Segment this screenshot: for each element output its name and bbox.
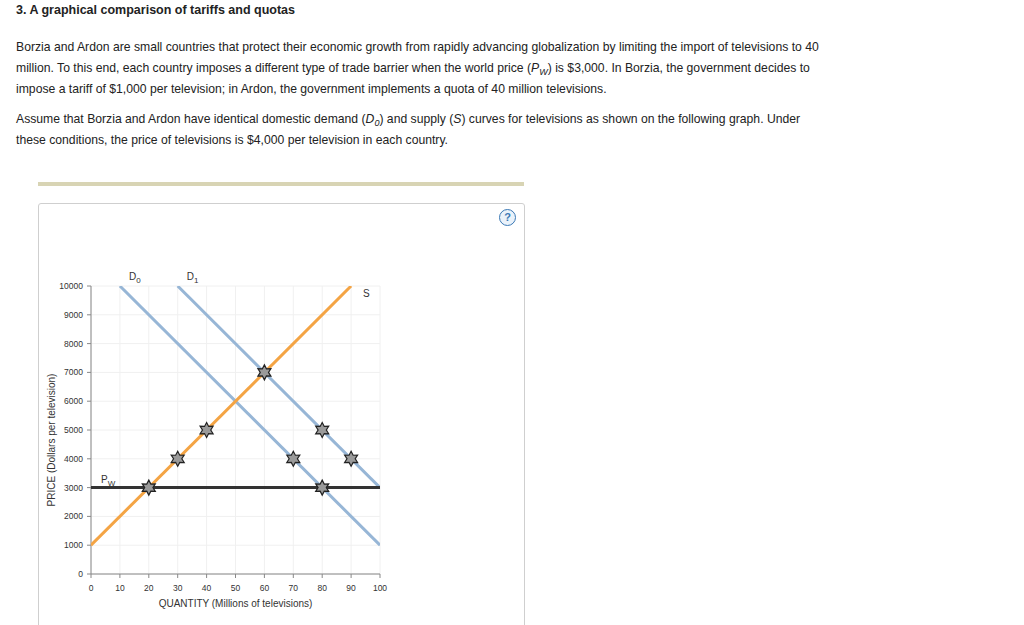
x-tick-label: 60 <box>260 583 270 593</box>
y-tick-label: 7000 <box>64 367 83 377</box>
x-tick <box>351 574 352 578</box>
plot-area <box>91 286 380 545</box>
y-tick <box>87 545 91 546</box>
star-point <box>258 365 271 380</box>
x-tick-label: 20 <box>144 583 154 593</box>
text-line: Assume that Borzia and Ardon have identi… <box>16 112 800 128</box>
y-tick <box>87 516 91 517</box>
grid-line <box>91 314 380 315</box>
y-tick <box>87 487 91 488</box>
star-point <box>316 480 329 495</box>
x-tick-label: 30 <box>173 583 183 593</box>
series-label: S <box>363 288 370 299</box>
x-tick-label: 100 <box>373 583 387 593</box>
text-line: these conditions, the price of televisio… <box>16 133 448 147</box>
star-point <box>171 451 184 466</box>
text-run: Assume that Borzia and Ardon have identi… <box>16 112 366 126</box>
text-line: million. To this end, each country impos… <box>16 61 810 77</box>
y-tick <box>87 372 91 373</box>
star-point <box>142 480 155 495</box>
y-tick <box>87 343 91 344</box>
x-tick <box>119 574 120 578</box>
text-run: W <box>539 67 548 77</box>
x-tick-label: 90 <box>346 583 356 593</box>
grid-line <box>91 458 380 459</box>
text-run: impose a tariff of $1,000 per television… <box>16 82 607 96</box>
x-tick-label: 10 <box>115 583 125 593</box>
text-run: Borzia and Ardon are small countries tha… <box>16 40 819 54</box>
text-run: D <box>366 112 375 126</box>
y-tick <box>87 458 91 459</box>
series-label: PW <box>101 474 116 488</box>
text-run: S <box>453 112 461 126</box>
series-label: D1 <box>187 271 199 285</box>
star-point <box>200 423 213 438</box>
y-tick-label: 4000 <box>64 454 83 464</box>
x-tick <box>91 574 92 578</box>
x-tick <box>148 574 149 578</box>
y-tick <box>87 314 91 315</box>
text-run: 0 <box>374 118 379 128</box>
x-axis-label: QUANTITY (Millions of televisions) <box>159 598 313 609</box>
grid-line <box>91 545 380 546</box>
y-tick <box>87 401 91 402</box>
x-tick-label: 80 <box>317 583 327 593</box>
text-run: ) curves for televisions as shown on the… <box>461 112 800 126</box>
y-tick-label: 3000 <box>64 483 83 493</box>
y-tick-label: 9000 <box>64 310 83 320</box>
text-run: ) and supply ( <box>379 112 453 126</box>
text-run: these conditions, the price of televisio… <box>16 133 448 147</box>
y-tick-label: 6000 <box>64 396 83 406</box>
grid-line <box>91 286 380 287</box>
x-tick-label: 50 <box>231 583 241 593</box>
text-line: impose a tariff of $1,000 per television… <box>16 82 607 96</box>
x-tick-label: 70 <box>289 583 299 593</box>
series-line <box>178 286 380 488</box>
divider <box>38 182 524 186</box>
x-tick-label: 0 <box>89 583 94 593</box>
text-run: P <box>531 61 539 75</box>
y-tick-label: 1000 <box>64 540 83 550</box>
star-point <box>287 451 300 466</box>
x-tick <box>293 574 294 578</box>
star-point <box>345 451 358 466</box>
y-axis-label: PRICE (Dollars per television) <box>46 374 57 507</box>
grid-line <box>91 372 380 373</box>
x-tick <box>206 574 207 578</box>
series-line <box>91 286 351 545</box>
text-line: Borzia and Ardon are small countries tha… <box>16 40 819 54</box>
y-tick <box>87 574 91 575</box>
x-tick <box>380 574 381 578</box>
labels: D0 D1 S PW <box>101 271 370 488</box>
chart-panel <box>38 203 525 625</box>
x-tick <box>322 574 323 578</box>
chart: 0100020003000400050006000700080009000100… <box>0 0 1024 625</box>
y-tick-label: 8000 <box>64 339 83 349</box>
y-tick-label: 10000 <box>59 281 83 291</box>
series-line <box>91 486 380 489</box>
grid-line <box>91 430 380 431</box>
x-tick <box>235 574 236 578</box>
help-icon[interactable]: ? <box>499 209 516 226</box>
y-tick <box>87 286 91 287</box>
text-run: million. To this end, each country impos… <box>16 61 531 75</box>
y-tick <box>87 430 91 431</box>
series-label: D0 <box>129 271 141 285</box>
y-tick-label: 2000 <box>64 511 83 521</box>
series-line <box>120 286 380 545</box>
star-point <box>316 423 329 438</box>
grid-line <box>91 487 380 488</box>
y-tick-label: 0 <box>78 569 83 579</box>
x-tick <box>264 574 265 578</box>
grid-line <box>91 516 380 517</box>
x-tick-label: 40 <box>202 583 212 593</box>
text-run: ) is $3,000. In Borzia, the government d… <box>548 61 810 75</box>
y-tick-label: 5000 <box>64 425 83 435</box>
x-tick <box>177 574 178 578</box>
heading: 3. A graphical comparison of tariffs and… <box>16 3 295 17</box>
